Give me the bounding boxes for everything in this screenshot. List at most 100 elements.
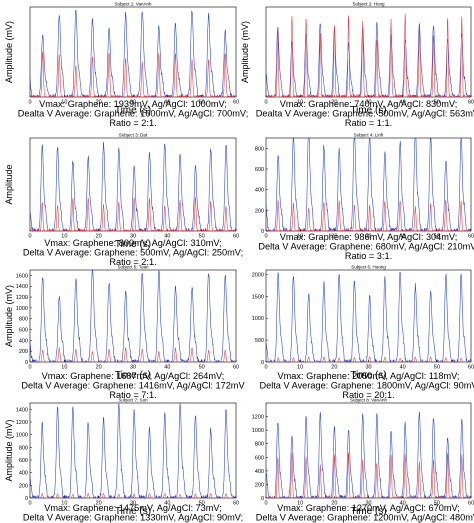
x-axis-label: Time (s) [115, 506, 151, 517]
caption-line: Vmax: Graphene: 1270mV, Ag/AgCl: 670mV; [277, 503, 460, 513]
x-tick-label: 40 [400, 365, 406, 371]
x-tick-label: 10 [61, 365, 67, 371]
x-tick-label: 10 [61, 234, 67, 240]
x-tick-label: 50 [199, 365, 205, 371]
x-tick-label: 30 [130, 501, 136, 507]
x-tick-label: 60 [233, 365, 239, 371]
chart-title: Subject 2: Hung [352, 2, 385, 7]
y-tick-label: 600 [255, 167, 264, 173]
x-axis-label: Time (s) [115, 105, 151, 116]
x-tick-label: 30 [130, 234, 136, 240]
chart-panel-6: Subject 6: Huong 0 10 20 30 40 50 60 0 500 1000 150… [252, 265, 474, 400]
y-tick-label: 500 [255, 338, 264, 344]
x-tick-label: 0 [28, 501, 31, 507]
caption-line: Delta V Average: Graphene: 1200mV, Ag/Ag… [256, 512, 474, 522]
caption-line: Vmax: Graphene: 800mV, Ag/AgCl: 310mV; [44, 238, 222, 248]
x-tick-label: 50 [199, 234, 205, 240]
x-tick-label: 0 [28, 365, 31, 371]
y-tick-label: 1400 [16, 407, 28, 413]
chart-title: Subject 3: Dat [119, 133, 148, 138]
y-tick-label: 1200 [252, 415, 264, 421]
y-tick-label: 400 [19, 471, 28, 477]
x-tick-label: 60 [468, 365, 474, 371]
y-tick-label: 1000 [252, 428, 264, 434]
y-tick-label: 200 [19, 483, 28, 489]
x-tick-label: 0 [28, 100, 31, 106]
caption-line: Delta V Average: Graphene: 1800mV, Ag/Ag… [259, 380, 474, 390]
chart-panel-2: Subject 2: Hung 0 10 20 30 40 50 60 Time (s) Ampl… [240, 2, 474, 128]
x-tick-label: 50 [199, 501, 205, 507]
caption-line: Delta V Average: Graphene: 1416mV, Ag/Ag… [21, 380, 245, 390]
x-tick-label: 30 [365, 100, 371, 106]
caption-line: Ratio = 2:1. [109, 257, 156, 267]
caption-line: Vmax: Graphene: 986mV, Ag/AgCl: 304mV; [280, 232, 458, 242]
y-tick-label: 1400 [16, 284, 28, 290]
y-tick-label: 0 [261, 496, 264, 502]
x-tick-label: 50 [199, 100, 205, 106]
x-tick-label: 0 [264, 501, 267, 507]
y-tick-label: 1200 [16, 420, 28, 426]
x-tick-label: 10 [61, 501, 67, 507]
x-tick-label: 10 [61, 100, 67, 106]
y-tick-label: 600 [19, 328, 28, 334]
y-axis-label: Amplitude (mV) [4, 419, 14, 481]
x-tick-label: 10 [297, 365, 303, 371]
x-tick-label: 20 [331, 501, 337, 507]
x-tick-label: 0 [28, 234, 31, 240]
x-tick-label: 40 [400, 234, 406, 240]
x-tick-label: 20 [96, 234, 102, 240]
y-tick-label: 800 [19, 317, 28, 323]
y-tick-label: 0 [261, 360, 264, 366]
caption-line: Dealta V Average: Graphene: 500mV, Ag/Ag… [256, 108, 474, 118]
x-tick-label: 20 [96, 100, 102, 106]
x-tick-label: 10 [297, 501, 303, 507]
caption-line: Ratio = 7:1. [109, 390, 156, 400]
x-axis-label: Time (s) [350, 105, 386, 116]
plot-frame [29, 6, 237, 98]
y-tick-label: 1000 [16, 306, 28, 312]
x-tick-label: 40 [164, 234, 170, 240]
y-axis-label: Amplitude (mV) [4, 285, 14, 347]
caption-line: Vmax: Graphene: 2050mV, Ag/AgCl: 118mV; [278, 371, 460, 381]
x-tick-label: 60 [233, 234, 239, 240]
plot-frame [265, 137, 472, 232]
y-tick-label: 800 [19, 445, 28, 451]
chart-title: Subject 8: VanAnh [350, 398, 387, 403]
y-tick-label: 600 [255, 455, 264, 461]
y-tick-label: 200 [19, 349, 28, 355]
x-tick-label: 30 [130, 100, 136, 106]
y-tick-label: 600 [19, 458, 28, 464]
plot-frame [29, 269, 237, 363]
caption-line: Ratio = 3:1. [345, 251, 392, 261]
caption-line: Vmax: Graphene: 1475mV, Ag/AgCl: 73mV; [44, 503, 222, 513]
caption-line: Delta V Average: Graphene: 500mV, Ag/AgC… [23, 247, 243, 257]
y-axis-label: Amplitude (mV) [4, 21, 14, 83]
x-tick-label: 50 [434, 100, 440, 106]
y-tick-label: 0 [25, 360, 28, 366]
x-tick-label: 50 [434, 234, 440, 240]
x-tick-label: 0 [264, 365, 267, 371]
y-tick-label: 1000 [16, 433, 28, 439]
x-tick-label: 0 [264, 100, 267, 106]
y-tick-label: 800 [255, 442, 264, 448]
x-tick-label: 30 [365, 234, 371, 240]
x-tick-label: 20 [96, 365, 102, 371]
x-tick-label: 60 [468, 100, 474, 106]
caption-line: Ratio = 1:1. [345, 118, 392, 128]
x-tick-label: 50 [434, 365, 440, 371]
caption-line: Vmax: Graphene: 1939mV, Ag/AgCl: 1000mV; [39, 99, 227, 109]
x-tick-label: 0 [264, 234, 267, 240]
x-axis-label: Time (s) [115, 239, 151, 250]
caption-line: Vmax: Graphene: 1687mV, Ag/AgCl: 264mV; [42, 371, 225, 381]
x-tick-label: 60 [233, 100, 239, 106]
x-tick-label: 40 [164, 365, 170, 371]
y-tick-label: 400 [255, 188, 264, 194]
caption-line: Ratio = 20:1. [342, 390, 394, 400]
x-axis-label: Time (s) [350, 370, 386, 381]
x-tick-label: 50 [434, 501, 440, 507]
x-axis-label: Time (s) [115, 370, 151, 381]
